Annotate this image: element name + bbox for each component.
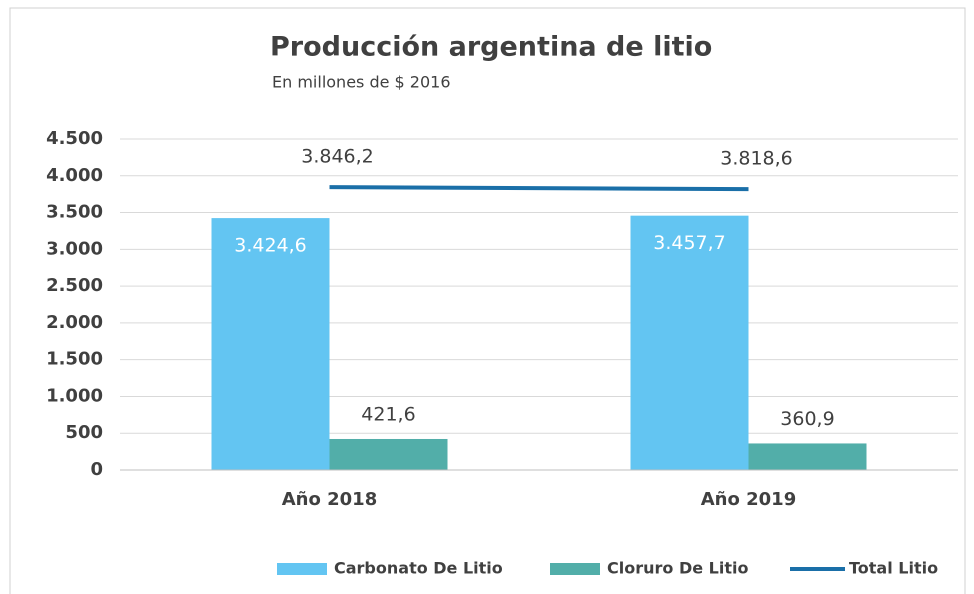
- legend-label: Total Litio: [849, 559, 938, 578]
- legend-swatch: [277, 563, 327, 575]
- data-label: 3.818,6: [720, 148, 793, 170]
- chart-subtitle: En millones de $ 2016: [272, 73, 451, 92]
- bar: [630, 215, 749, 470]
- y-tick-label: 1.500: [46, 349, 103, 370]
- data-label: 3.457,7: [653, 232, 726, 254]
- data-label: 360,9: [780, 408, 834, 430]
- x-tick-label: Año 2019: [701, 489, 796, 510]
- y-tick-label: 0: [90, 459, 103, 480]
- y-tick-label: 3.000: [46, 238, 103, 259]
- legend-label: Cloruro De Litio: [607, 559, 748, 578]
- y-tick-label: 2.000: [46, 312, 103, 333]
- chart-title: Producción argentina de litio: [270, 32, 712, 63]
- bar: [748, 443, 867, 470]
- data-label: 421,6: [361, 403, 415, 425]
- legend-label: Carbonato De Litio: [334, 559, 503, 578]
- y-tick-label: 2.500: [46, 275, 103, 296]
- x-tick-label: Año 2018: [282, 489, 377, 510]
- y-tick-label: 4.500: [46, 128, 103, 149]
- legend-swatch: [550, 563, 600, 575]
- data-label: 3.424,6: [234, 235, 307, 257]
- bar: [211, 218, 330, 470]
- y-tick-label: 500: [65, 422, 103, 443]
- y-tick-label: 3.500: [46, 202, 103, 223]
- y-tick-label: 4.000: [46, 165, 103, 186]
- data-label: 3.846,2: [301, 146, 374, 168]
- y-tick-label: 1.000: [46, 385, 103, 406]
- bar: [329, 438, 448, 470]
- line-series: [329, 185, 749, 192]
- chart-frame: [9, 7, 966, 594]
